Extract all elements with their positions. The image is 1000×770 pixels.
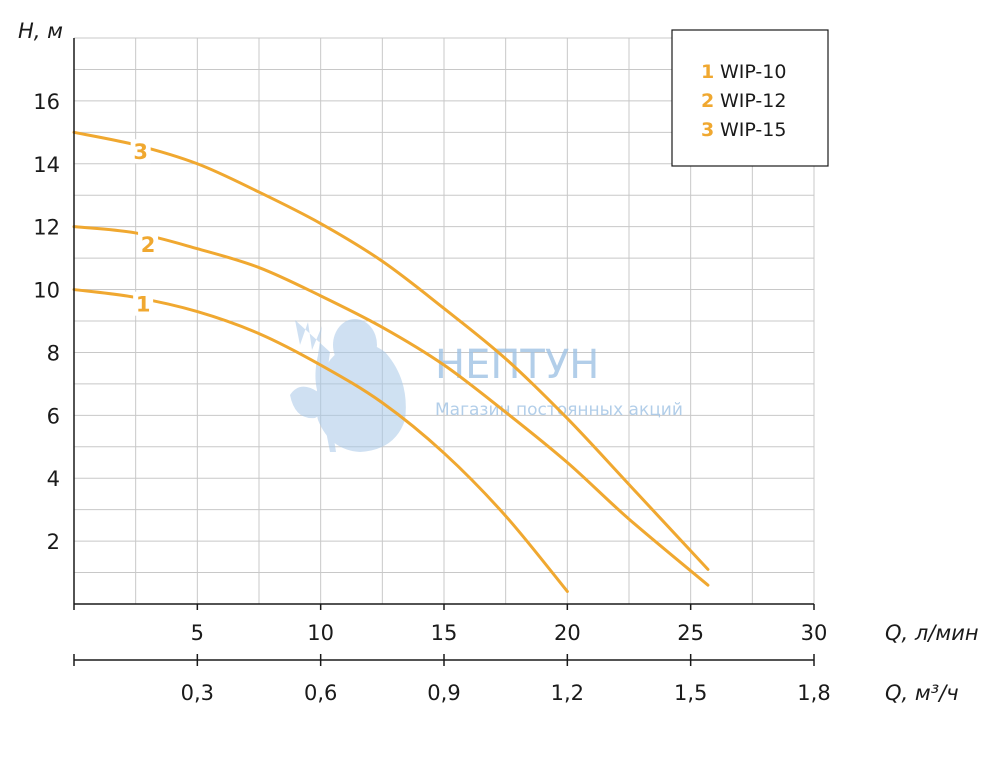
axes — [73, 38, 815, 666]
curve-label-bg — [130, 139, 151, 164]
watermark-title: НЕПТУН — [435, 342, 599, 388]
x2-tick-label: 0,3 — [181, 681, 214, 705]
curve-labels: 1 2 3 — [130, 139, 159, 317]
y-tick-label: 4 — [47, 467, 60, 491]
curve-label-1: 1 — [136, 293, 151, 317]
watermark: НЕПТУН Магазин постоянных акций — [290, 319, 683, 452]
x2-tick-labels: 0,3 0,6 0,9 1,2 1,5 1,8 — [181, 681, 831, 705]
y-tick-label: 10 — [33, 279, 60, 303]
legend-box — [671, 29, 829, 167]
x2-tick-label: 0,6 — [304, 681, 337, 705]
curve-label-2: 2 — [141, 233, 156, 257]
legend-number-3: 3 — [701, 119, 714, 141]
y-tick-label: 2 — [47, 530, 60, 554]
x-tick-label: 15 — [431, 621, 458, 645]
curves — [72, 130, 710, 593]
curve-label-3: 3 — [133, 140, 148, 164]
curve-label-bg — [133, 291, 154, 316]
curve-wip-12 — [72, 225, 710, 587]
y-tick-label: 16 — [33, 90, 60, 114]
x2-tick-label: 1,2 — [551, 681, 584, 705]
x2-axis-title: Q, м³/ч — [885, 681, 959, 705]
curve-label-bg — [138, 231, 159, 256]
x-tick-label: 20 — [554, 621, 581, 645]
y-tick-label: 6 — [47, 404, 60, 428]
curve-wip-15 — [72, 130, 710, 571]
x-tick-label: 25 — [677, 621, 704, 645]
legend-number-1: 1 — [701, 61, 714, 83]
x-tick-labels: 5 10 15 20 25 30 — [191, 621, 828, 645]
x-tick-label: 10 — [307, 621, 334, 645]
curve-wip-10 — [72, 288, 569, 593]
y-tick-labels: 2 4 6 8 10 12 14 16 — [33, 90, 60, 554]
y-tick-label: 14 — [33, 153, 60, 177]
x-tick-label: 30 — [801, 621, 828, 645]
y-tick-label: 8 — [47, 341, 60, 365]
y-axis-title: H, м — [18, 19, 63, 43]
legend-number-2: 2 — [701, 90, 714, 112]
legend-label-2: WIP-12 — [720, 90, 786, 112]
legend: 1 WIP-10 2 WIP-12 3 WIP-15 — [671, 29, 829, 167]
x-tick-label: 5 — [191, 621, 204, 645]
legend-label-1: WIP-10 — [720, 61, 786, 83]
legend-label-3: WIP-15 — [720, 119, 786, 141]
x2-tick-label: 1,8 — [797, 681, 830, 705]
x-axis-title: Q, л/мин — [885, 621, 979, 645]
x2-tick-label: 0,9 — [427, 681, 460, 705]
x2-tick-label: 1,5 — [674, 681, 707, 705]
y-tick-label: 12 — [33, 216, 60, 240]
neptune-logo-icon — [290, 319, 406, 452]
